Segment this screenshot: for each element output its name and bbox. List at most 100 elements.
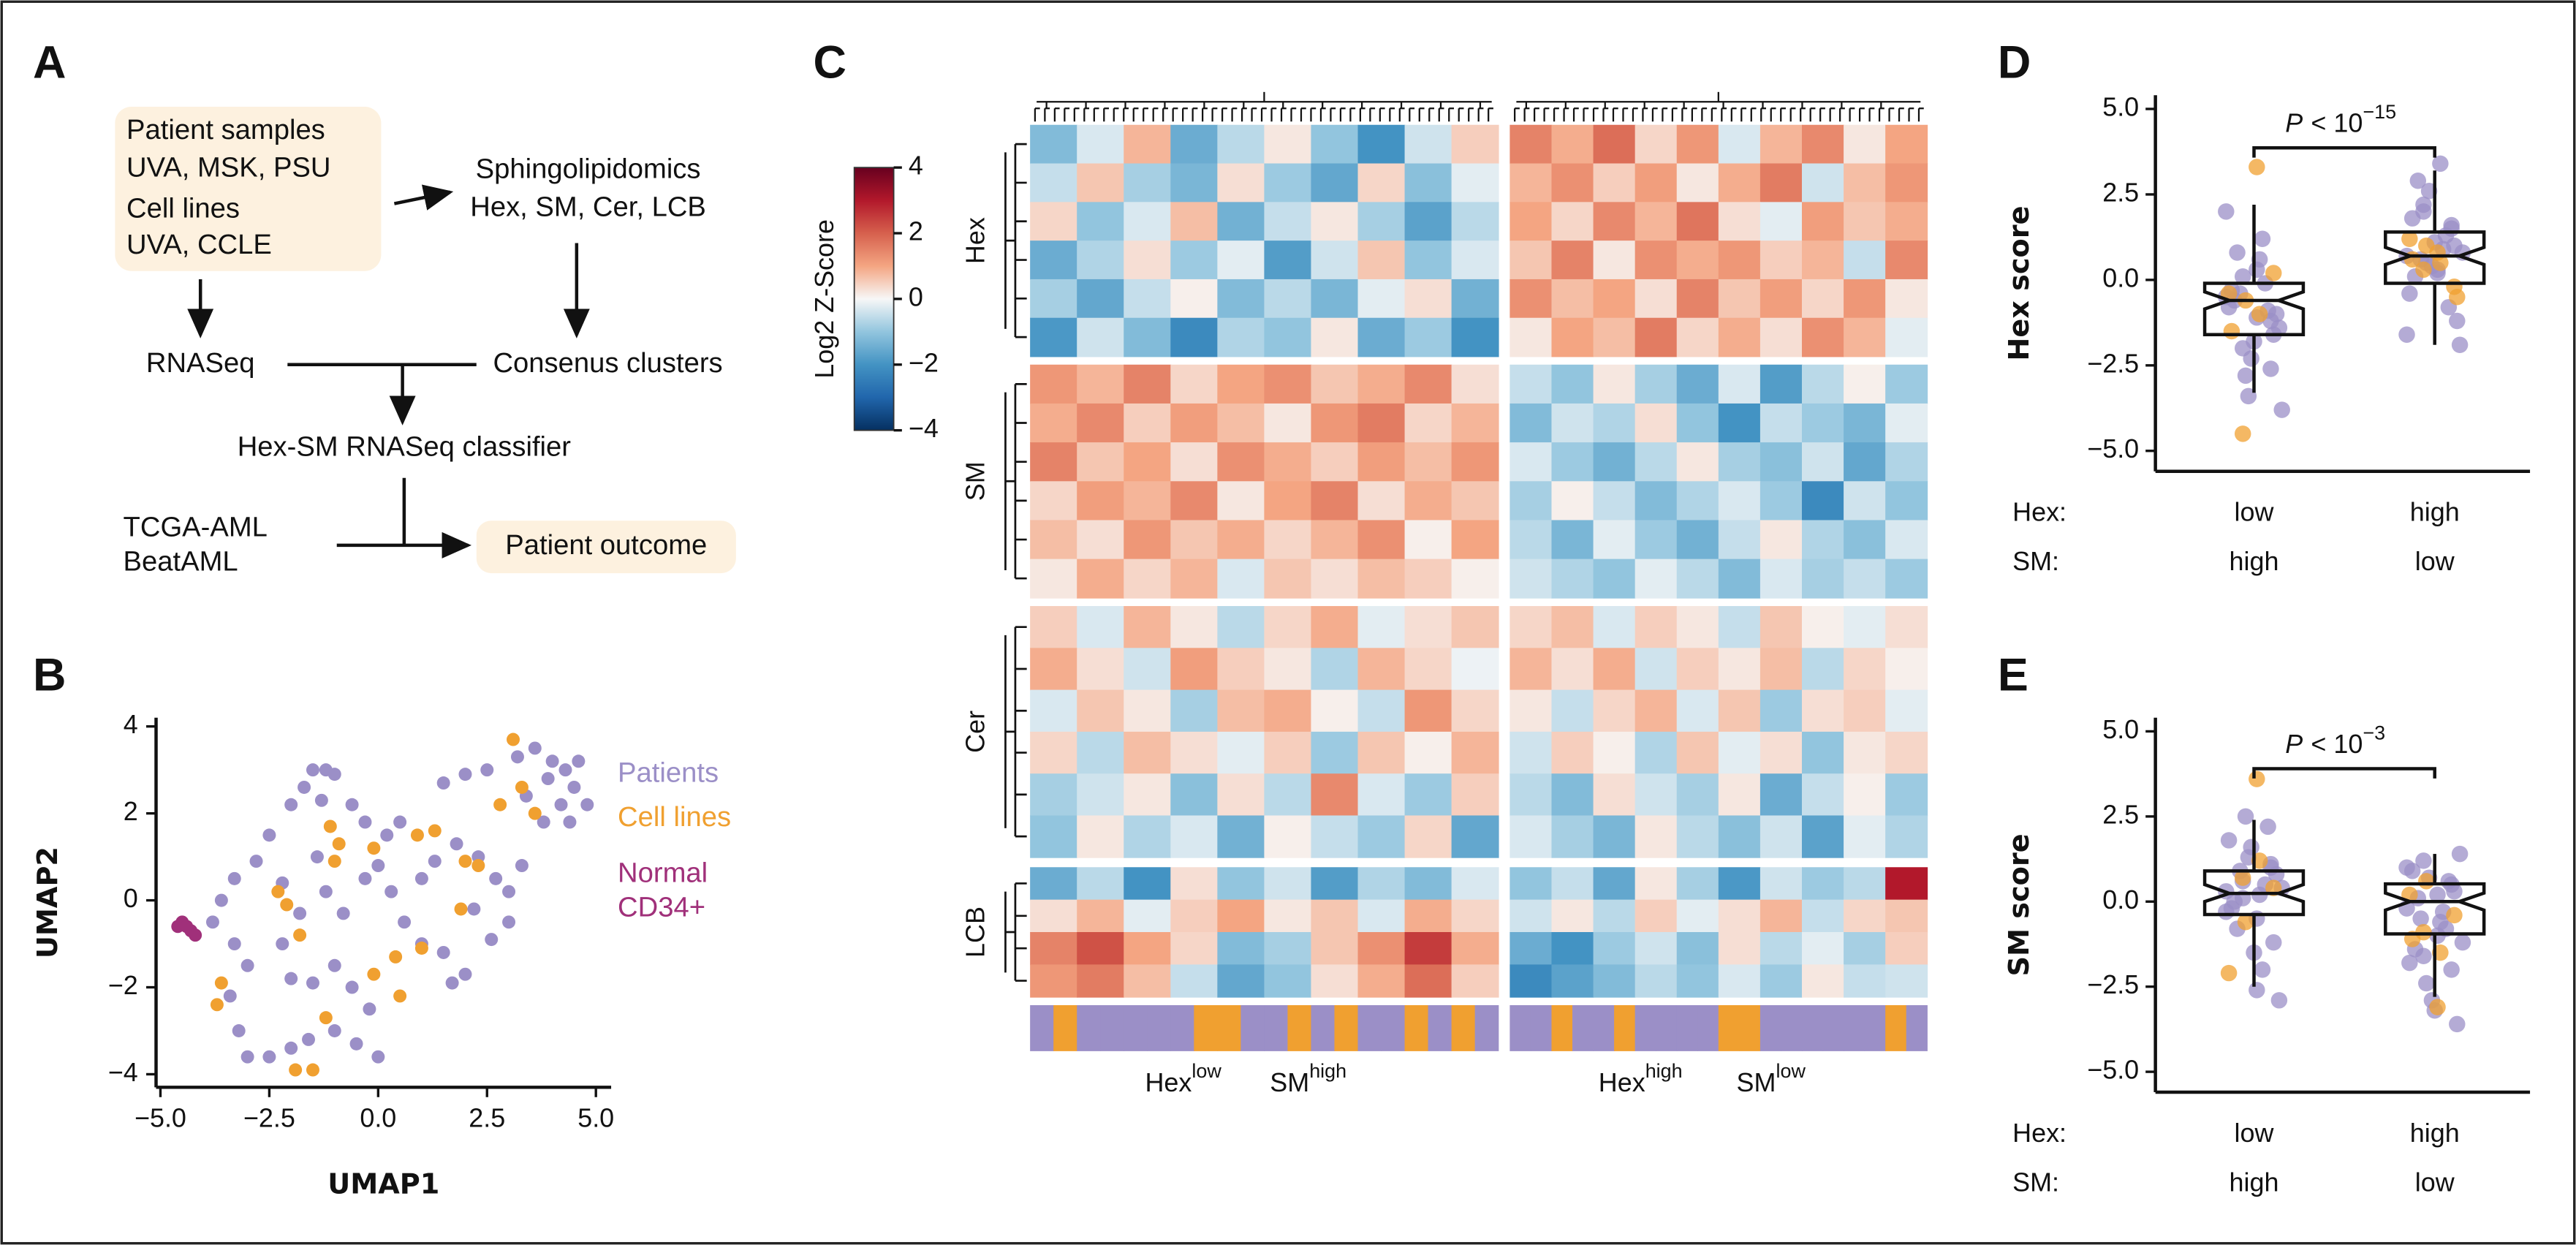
- heatmap-cell: [1124, 606, 1172, 649]
- p-value: P < 10−15: [2285, 101, 2396, 137]
- heatmap-cell: [1885, 932, 1928, 966]
- annotation-cell: [1864, 1004, 1886, 1051]
- heatmap-cell: [1217, 364, 1265, 404]
- heatmap-cell: [1217, 606, 1265, 649]
- heatmap-cell: [1593, 364, 1636, 404]
- heatmap-cell: [1451, 520, 1499, 560]
- heatmap-cell: [1676, 731, 1719, 775]
- node-text: Cell lines: [126, 193, 240, 224]
- data-point: [332, 837, 346, 851]
- heatmap-cell: [1264, 520, 1312, 560]
- heatmap-cell: [1802, 867, 1844, 901]
- heatmap-cell: [1634, 124, 1678, 164]
- data-point: [2451, 845, 2469, 863]
- heatmap-cell: [1759, 241, 1803, 280]
- heatmap-cell: [1217, 520, 1265, 560]
- heatmap-cell: [1404, 279, 1452, 319]
- heatmap-cell: [1077, 279, 1125, 319]
- heatmap-cell: [1311, 815, 1359, 858]
- data-point: [2398, 859, 2415, 876]
- data-point: [398, 915, 412, 929]
- row-group-label: Hex: [961, 217, 990, 264]
- y-tick-label: −2: [108, 970, 138, 1000]
- data-point: [232, 1024, 246, 1037]
- data-point: [2418, 237, 2435, 254]
- heatmap-cell: [1404, 124, 1452, 164]
- data-point: [541, 772, 555, 786]
- heatmap-cell: [1676, 442, 1719, 482]
- column-group-label: SMhigh: [1270, 1060, 1346, 1097]
- heatmap-cell: [1264, 606, 1312, 649]
- node-box: [476, 520, 736, 574]
- data-point: [545, 754, 559, 768]
- data-point: [2249, 771, 2265, 787]
- heatmap-cell: [1124, 731, 1172, 775]
- data-point: [314, 793, 328, 807]
- heatmap-cell: [1593, 202, 1636, 242]
- heatmap-cell: [1509, 279, 1553, 319]
- data-point: [262, 828, 276, 842]
- heatmap-cell: [1217, 481, 1265, 521]
- data-point: [2446, 906, 2463, 924]
- colorbar-tick-label: 2: [909, 216, 923, 246]
- data-point: [2243, 350, 2259, 367]
- heatmap-cell: [1077, 124, 1125, 164]
- heatmap-cell: [1802, 520, 1844, 560]
- heatmap-cell: [1451, 932, 1499, 966]
- heatmap-cell: [1311, 773, 1359, 817]
- heatmap-cell: [1634, 731, 1678, 775]
- heatmap-cell: [1885, 689, 1928, 733]
- heatmap-cell: [1634, 317, 1678, 357]
- annotation-cell: [1614, 1004, 1636, 1051]
- data-point: [554, 798, 568, 811]
- heatmap-cell: [1311, 317, 1359, 357]
- data-point: [428, 855, 442, 868]
- heatmap-cell: [1170, 364, 1219, 404]
- heatmap-cell: [1404, 899, 1452, 933]
- heatmap-cell: [1264, 867, 1312, 901]
- panel-label: D: [1998, 37, 2031, 88]
- heatmap-cell: [1217, 689, 1265, 733]
- heatmap-cell: [1404, 648, 1452, 691]
- data-point: [2449, 1015, 2466, 1033]
- heatmap-cell: [1885, 559, 1928, 599]
- heatmap-cell: [1634, 964, 1678, 998]
- heatmap-cell: [1718, 648, 1761, 691]
- data-point: [2432, 155, 2449, 173]
- heatmap-cell: [1124, 124, 1172, 164]
- heatmap-cell: [1124, 481, 1172, 521]
- heatmap-cell: [1451, 731, 1499, 775]
- data-point: [271, 885, 285, 898]
- heatmap-cell: [1077, 317, 1125, 357]
- heatmap-cell: [1357, 442, 1406, 482]
- heatmap-cell: [1551, 867, 1594, 901]
- x-tick-label: −2.5: [243, 1103, 295, 1133]
- node-text: Hex, SM, Cer, LCB: [470, 191, 706, 222]
- heatmap-cell: [1885, 867, 1928, 901]
- heatmap-cell: [1124, 279, 1172, 319]
- dendrogram: [1514, 101, 1924, 122]
- heatmap-cell: [1217, 932, 1265, 966]
- heatmap-cell: [1264, 899, 1312, 933]
- significance-bracket: [2252, 767, 2436, 779]
- data-point: [284, 798, 298, 811]
- data-point: [2270, 992, 2288, 1009]
- heatmap-cell: [1885, 520, 1928, 560]
- data-point: [262, 1050, 276, 1064]
- annotation-cell: [1428, 1004, 1452, 1051]
- heatmap-cell: [1357, 731, 1406, 775]
- annotation-cell: [1100, 1004, 1124, 1051]
- node-text: Patient outcome: [505, 529, 707, 561]
- heatmap-cell: [1718, 520, 1761, 560]
- heatmap-cell: [1676, 124, 1719, 164]
- y-tick-label: −2.5: [2087, 348, 2139, 378]
- heatmap-cell: [1311, 731, 1359, 775]
- data-point: [2401, 230, 2418, 247]
- data-point: [580, 798, 594, 811]
- heatmap-cell: [1802, 773, 1844, 817]
- heatmap-cell: [1885, 899, 1928, 933]
- legend-entry: Normal CD34+: [618, 857, 708, 923]
- colorbar-tick-label: −4: [909, 413, 939, 443]
- heatmap-cell: [1077, 442, 1125, 482]
- heatmap-cell: [1802, 317, 1844, 357]
